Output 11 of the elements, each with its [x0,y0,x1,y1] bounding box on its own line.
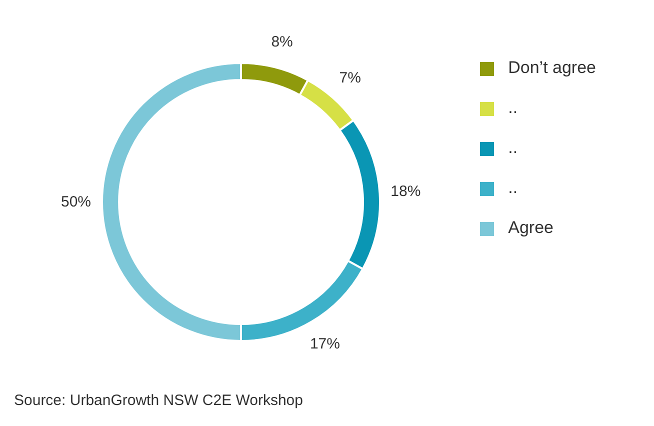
data-label: 17% [310,336,340,353]
data-label: 8% [271,34,293,51]
data-label: 7% [339,70,361,87]
source-note: Source: UrbanGrowth NSW C2E Workshop [14,392,303,409]
data-label: 50% [60,194,92,210]
legend-label: Agree [508,218,554,237]
legend-label: Don’t agree [508,58,596,77]
legend-label: .. [508,98,518,117]
legend-label: .. [508,178,518,197]
legend-label: .. [508,138,518,157]
data-label: 18% [390,183,421,200]
